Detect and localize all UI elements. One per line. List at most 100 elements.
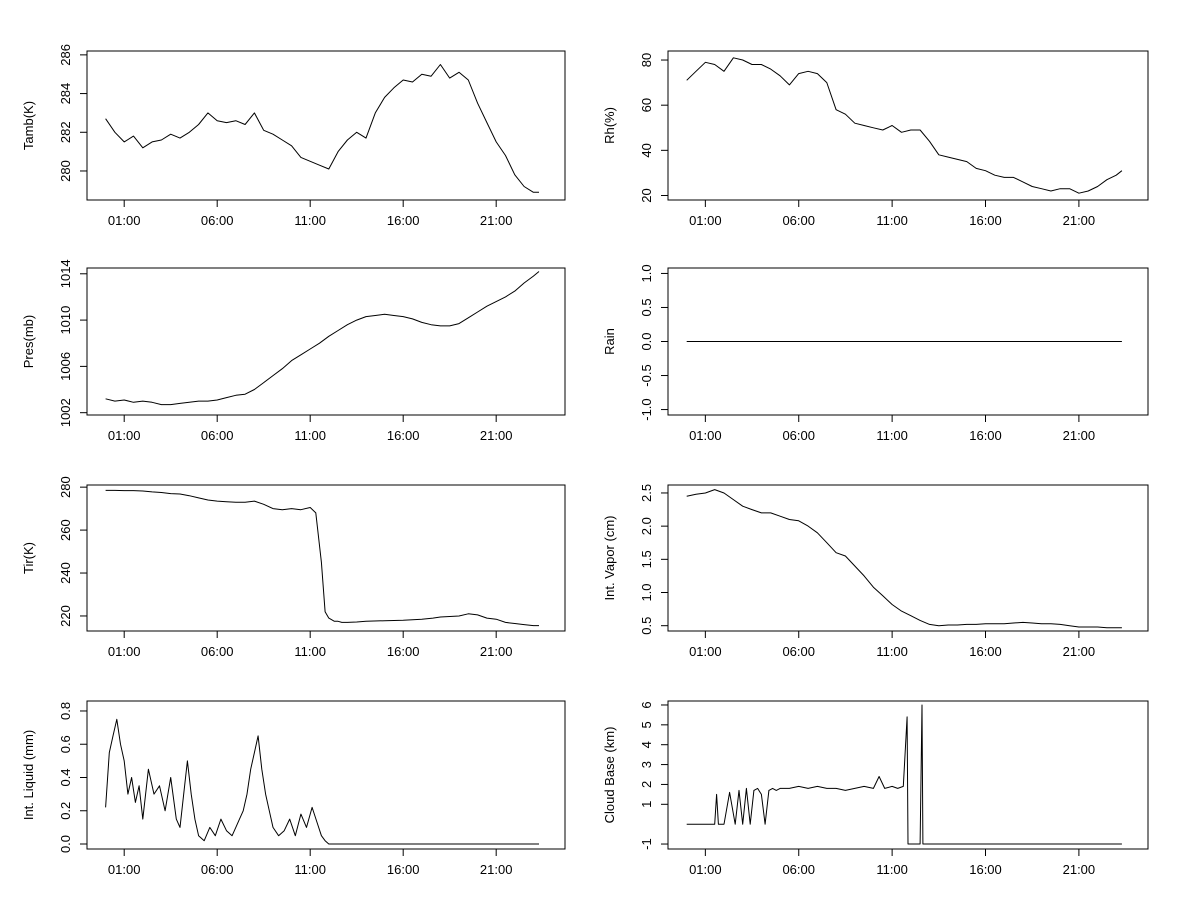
y-tick-label: 1.5	[639, 550, 654, 568]
x-tick-label: 06:00	[201, 428, 234, 443]
x-tick-label: 11:00	[294, 428, 326, 443]
series-line-rh	[686, 57, 1123, 194]
y-tick-label: -0.5	[639, 364, 654, 386]
x-tick-label: 01:00	[108, 862, 141, 877]
x-tick-label: 16:00	[387, 862, 420, 877]
chart-panel-8: 01:00 06:00 11:00 16:00 21:00 -1 1 2 3 4 5 6 Cloud B…	[602, 700, 1149, 877]
y-tick-label: 2	[639, 781, 654, 788]
x-tick-label: 01:00	[689, 428, 722, 443]
x-tick-label: 01:00	[689, 862, 722, 877]
plot-frame	[86, 50, 566, 201]
y-tick-label: 240	[58, 562, 73, 584]
x-tick-label: 16:00	[387, 213, 420, 228]
x-tick-label: 06:00	[782, 428, 815, 443]
y-tick-label: 0.8	[58, 702, 73, 720]
x-tick-label: 11:00	[294, 862, 326, 877]
y-tick-label: 220	[58, 605, 73, 627]
x-tick-label: 11:00	[876, 862, 908, 877]
plot-frame	[86, 700, 566, 850]
y-tick-label: 2.5	[639, 484, 654, 502]
x-tick-label: 01:00	[689, 644, 722, 659]
x-tick-label: 01:00	[108, 428, 141, 443]
y-tick-label: 80	[639, 53, 654, 67]
y-axis-label: Int. Liquid (mm)	[21, 730, 36, 820]
y-tick-label: 40	[639, 143, 654, 157]
y-tick-label: 1	[639, 801, 654, 808]
y-tick-label: 280	[58, 160, 73, 182]
chart-panel-7: 01:00 06:00 11:00 16:00 21:00 0.0 0.2 0.4 0.6 0.8…	[21, 700, 566, 877]
y-tick-label: 0.4	[58, 768, 73, 786]
x-tick-label: 16:00	[969, 428, 1002, 443]
x-tick-label: 16:00	[387, 428, 420, 443]
x-tick-label: 21:00	[1063, 644, 1096, 659]
x-tick-label: 01:00	[108, 213, 141, 228]
y-tick-label: 60	[639, 98, 654, 112]
x-tick-label: 21:00	[1063, 428, 1096, 443]
series-line-tir	[105, 489, 539, 627]
chart-panel-1: 01:00 06:00 11:00 16:00 21:00 280 282 284 286 Tam…	[21, 44, 566, 228]
x-tick-label: 21:00	[1063, 213, 1096, 228]
chart-panel-3: 01:00 06:00 11:00 16:00 21:00 1002 1006 1010 101…	[21, 259, 566, 443]
series-line-tamb	[105, 64, 539, 193]
plot-frame	[86, 484, 566, 632]
y-axis-label: Cloud Base (km)	[602, 727, 617, 824]
chart-panel-4: 01:00 06:00 11:00 16:00 21:00 -1.0 -0.5 0.0 0.5 1…	[602, 264, 1149, 443]
y-tick-label: 20	[639, 188, 654, 202]
y-tick-label: 0.5	[639, 298, 654, 316]
y-tick-label: 280	[58, 476, 73, 498]
y-tick-label: 6	[639, 701, 654, 708]
x-tick-label: 16:00	[969, 213, 1002, 228]
x-tick-label: 06:00	[201, 213, 234, 228]
y-tick-label: 1010	[58, 306, 73, 335]
chart-panel-5: 01:00 06:00 11:00 16:00 21:00 220 240 260 280 Tir…	[21, 476, 566, 659]
x-tick-label: 11:00	[876, 213, 908, 228]
x-tick-label: 06:00	[782, 862, 815, 877]
chart-panel-2: 01:00 06:00 11:00 16:00 21:00 20 40 60 80 Rh(%)	[602, 50, 1149, 228]
y-axis-label: Rh(%)	[602, 107, 617, 144]
y-tick-label: 1006	[58, 352, 73, 381]
x-tick-label: 06:00	[201, 862, 234, 877]
x-tick-label: 21:00	[480, 862, 513, 877]
x-tick-label: 21:00	[1063, 862, 1096, 877]
y-tick-label: 3	[639, 761, 654, 768]
y-tick-label: 1014	[58, 259, 73, 288]
y-tick-label: -1	[639, 838, 654, 850]
x-tick-label: 16:00	[969, 862, 1002, 877]
x-tick-label: 21:00	[480, 644, 513, 659]
x-tick-label: 01:00	[108, 644, 141, 659]
y-tick-label: 0.0	[58, 835, 73, 853]
y-tick-label: 0.2	[58, 802, 73, 820]
y-tick-label: 0.5	[639, 617, 654, 635]
series-line-cloud-base	[686, 704, 1122, 845]
y-axis-label: Rain	[602, 328, 617, 355]
plot-frame	[667, 700, 1149, 850]
x-tick-label: 01:00	[689, 213, 722, 228]
x-tick-label: 21:00	[480, 213, 513, 228]
y-tick-label: 1002	[58, 398, 73, 427]
chart-panel-6: 01:00 06:00 11:00 16:00 21:00 0.5 1.0 1.5 2.0 2.5…	[602, 484, 1149, 659]
series-line-int-vapor	[686, 489, 1122, 629]
y-axis-label: Pres(mb)	[21, 315, 36, 368]
y-tick-label: 286	[58, 44, 73, 66]
y-tick-label: 0.0	[639, 332, 654, 350]
x-tick-label: 16:00	[387, 644, 420, 659]
x-tick-label: 11:00	[294, 213, 326, 228]
y-tick-label: 1.0	[639, 583, 654, 601]
y-tick-label: 260	[58, 519, 73, 541]
plot-frame	[667, 484, 1149, 632]
plot-frame	[667, 50, 1149, 201]
plot-frame	[86, 267, 566, 416]
y-axis-label: Int. Vapor (cm)	[602, 515, 617, 600]
y-tick-label: 282	[58, 121, 73, 143]
y-tick-label: 1.0	[639, 264, 654, 282]
x-tick-label: 11:00	[294, 644, 326, 659]
y-tick-label: 2.0	[639, 517, 654, 535]
x-tick-label: 16:00	[969, 644, 1002, 659]
y-tick-label: 0.6	[58, 735, 73, 753]
series-line-pres	[105, 271, 540, 406]
y-axis-label: Tir(K)	[21, 542, 36, 574]
y-axis-label: Tamb(K)	[21, 101, 36, 150]
x-tick-label: 06:00	[782, 213, 815, 228]
x-tick-label: 06:00	[201, 644, 234, 659]
